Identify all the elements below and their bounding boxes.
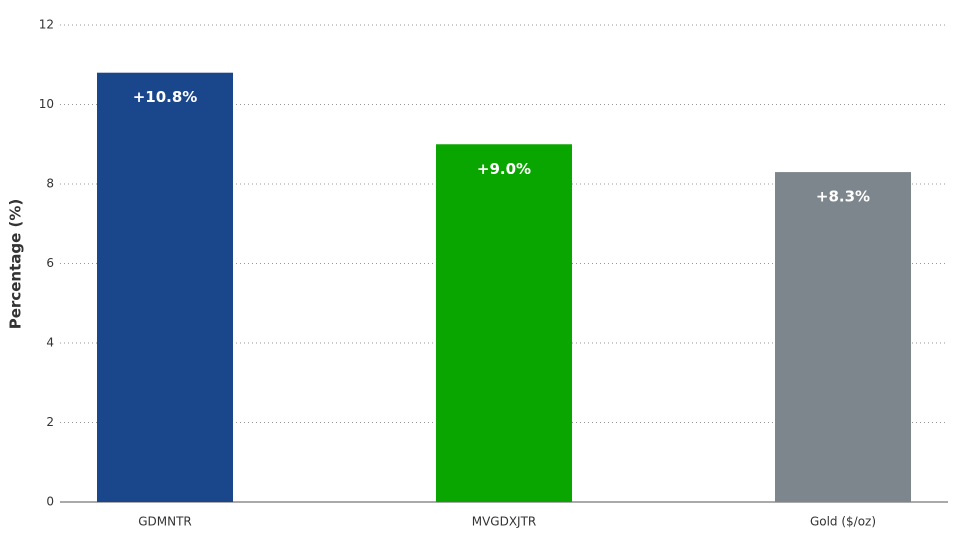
value-label: +8.3% xyxy=(816,188,870,206)
value-label: +10.8% xyxy=(133,88,198,106)
bar xyxy=(97,72,233,502)
bar xyxy=(436,144,572,502)
y-axis-label: Percentage (%) xyxy=(7,199,25,329)
x-tick-label: Gold ($/oz) xyxy=(810,515,876,529)
y-tick-label: 10 xyxy=(39,97,54,111)
y-tick-label: 0 xyxy=(46,495,54,509)
x-tick-label: MVGDXJTR xyxy=(472,515,537,529)
y-tick-label: 8 xyxy=(46,177,54,191)
y-tick-label: 12 xyxy=(39,18,54,32)
value-label: +9.0% xyxy=(477,160,531,178)
bar xyxy=(775,172,911,502)
x-tick-label: GDMNTR xyxy=(138,515,192,529)
y-tick-label: 6 xyxy=(46,256,54,270)
y-tick-label: 4 xyxy=(46,336,54,350)
y-tick-label: 2 xyxy=(46,415,54,429)
